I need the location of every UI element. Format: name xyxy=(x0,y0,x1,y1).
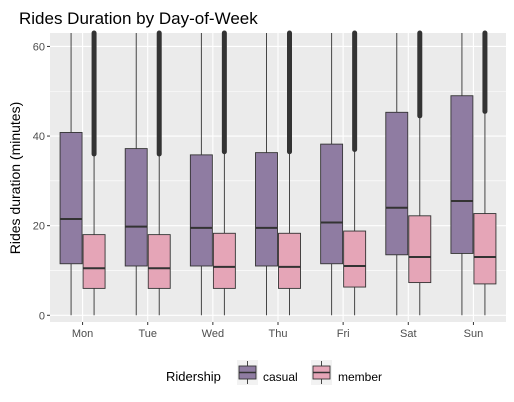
legend-key-member xyxy=(311,360,332,385)
boxes-layer xyxy=(59,30,497,316)
box-body xyxy=(212,232,236,289)
box-member-thu xyxy=(278,30,301,316)
box-body xyxy=(189,154,213,267)
y-axis-title: Rides duration (minutes) xyxy=(7,102,23,255)
box-casual-thu xyxy=(255,33,278,316)
x-tick-label-mon: Mon xyxy=(72,328,93,340)
box-casual-tue xyxy=(124,33,148,316)
legend-title: Ridership xyxy=(166,369,221,384)
y-tick-label: 20 xyxy=(33,221,45,233)
box-body xyxy=(255,152,278,267)
box-casual-sat xyxy=(385,33,409,316)
y-tick-label: 60 xyxy=(33,41,45,53)
box-member-fri xyxy=(343,30,367,316)
box-body xyxy=(343,230,367,288)
gridlines xyxy=(50,33,506,322)
legend-label-casual: casual xyxy=(263,370,298,384)
x-tick-label-fri: Fri xyxy=(337,328,350,340)
legend: Ridership casual member xyxy=(166,360,382,385)
chart-title: Rides Duration by Day-of-Week xyxy=(19,9,258,28)
box-casual-wed xyxy=(189,33,213,316)
box-body xyxy=(450,95,474,254)
legend-key-casual xyxy=(237,360,258,385)
x-tick-label-sat: Sat xyxy=(400,328,417,340)
x-tick-label-sun: Sun xyxy=(464,328,484,340)
box-member-sun xyxy=(473,30,497,316)
box-body xyxy=(278,232,301,289)
x-axis: Mon Tue Wed Thu Fri Sat Sun xyxy=(72,322,483,340)
box-casual-mon xyxy=(59,33,83,316)
x-tick-label-thu: Thu xyxy=(269,328,288,340)
box-body xyxy=(408,215,432,284)
box-body xyxy=(82,234,106,289)
box-body xyxy=(124,148,148,267)
legend-label-member: member xyxy=(338,370,382,384)
y-tick-label: 0 xyxy=(39,310,45,322)
box-body xyxy=(59,132,83,265)
box-casual-sun xyxy=(450,33,474,316)
box-body xyxy=(147,234,171,289)
y-tick-label: 40 xyxy=(33,131,45,143)
box-body xyxy=(385,111,409,256)
box-member-sat xyxy=(408,30,432,316)
box-member-tue xyxy=(147,30,171,316)
x-tick-label-wed: Wed xyxy=(202,328,224,340)
x-tick-label-tue: Tue xyxy=(138,328,157,340)
box-member-wed xyxy=(212,30,236,316)
box-body xyxy=(473,213,497,285)
y-axis: 0 20 40 60 xyxy=(33,41,50,322)
box-casual-fri xyxy=(320,33,344,316)
box-body xyxy=(320,143,344,265)
box-member-mon xyxy=(82,30,106,316)
